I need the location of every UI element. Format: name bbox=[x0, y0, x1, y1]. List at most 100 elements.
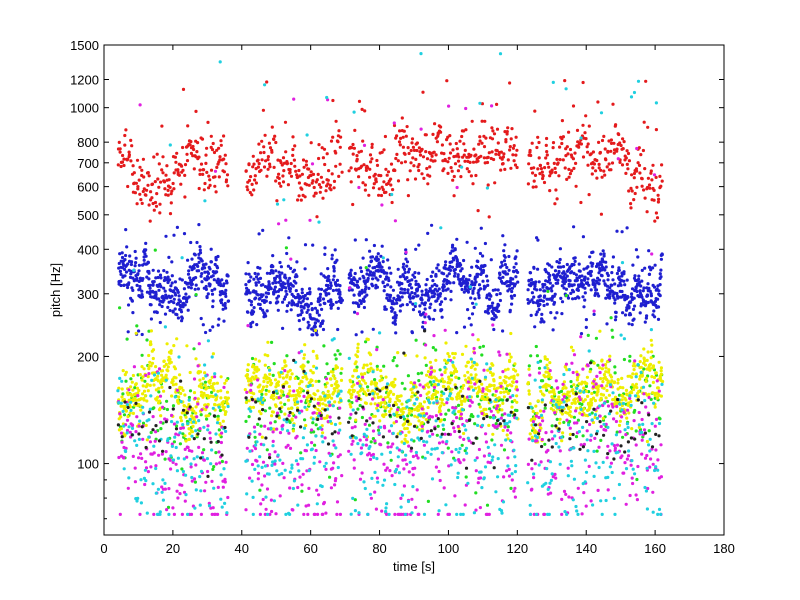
data-point bbox=[591, 166, 595, 170]
data-point bbox=[138, 373, 142, 377]
data-point bbox=[210, 148, 215, 152]
data-point bbox=[564, 287, 569, 291]
data-point bbox=[154, 292, 158, 296]
data-point bbox=[565, 392, 569, 397]
data-point bbox=[396, 159, 400, 163]
data-point bbox=[368, 153, 373, 157]
data-point bbox=[638, 360, 642, 364]
data-point bbox=[536, 399, 540, 403]
data-point bbox=[200, 451, 205, 455]
data-point bbox=[122, 283, 126, 287]
data-point bbox=[367, 193, 371, 197]
data-point bbox=[307, 402, 311, 407]
data-point bbox=[333, 483, 337, 487]
data-point bbox=[649, 169, 653, 173]
data-point bbox=[598, 260, 603, 264]
data-point bbox=[379, 369, 383, 373]
data-point bbox=[261, 283, 265, 287]
data-point bbox=[483, 241, 487, 246]
data-point bbox=[186, 445, 190, 450]
data-point bbox=[223, 301, 227, 306]
data-point bbox=[347, 449, 351, 453]
data-point bbox=[125, 337, 129, 341]
data-point bbox=[330, 383, 334, 388]
data-point bbox=[561, 158, 565, 162]
data-point bbox=[206, 414, 211, 418]
data-point bbox=[204, 480, 208, 484]
data-point bbox=[264, 392, 268, 396]
data-point bbox=[165, 407, 169, 412]
data-point bbox=[261, 108, 265, 112]
data-point bbox=[278, 260, 282, 265]
data-point bbox=[167, 487, 171, 491]
data-point bbox=[215, 381, 219, 385]
data-point bbox=[299, 313, 303, 317]
data-point bbox=[503, 255, 507, 259]
data-point bbox=[413, 177, 418, 181]
data-point bbox=[161, 405, 165, 409]
data-point bbox=[630, 323, 634, 327]
data-point bbox=[502, 448, 507, 452]
data-point bbox=[500, 264, 504, 268]
data-point bbox=[149, 465, 153, 469]
data-point bbox=[422, 176, 426, 180]
data-point bbox=[361, 366, 365, 370]
data-point bbox=[322, 147, 327, 151]
data-point bbox=[478, 345, 482, 349]
data-point bbox=[154, 430, 158, 434]
data-point bbox=[428, 380, 432, 384]
data-point bbox=[642, 188, 646, 192]
data-point bbox=[305, 377, 309, 381]
data-point bbox=[260, 392, 264, 396]
data-point bbox=[577, 262, 581, 266]
data-point bbox=[548, 189, 552, 193]
data-point bbox=[277, 172, 281, 176]
data-point bbox=[126, 303, 131, 307]
data-point bbox=[204, 161, 208, 165]
data-point bbox=[411, 273, 415, 277]
data-point bbox=[350, 393, 354, 397]
data-point bbox=[656, 317, 661, 321]
data-point bbox=[470, 265, 474, 269]
data-point bbox=[530, 435, 534, 439]
data-point bbox=[299, 451, 303, 455]
data-point bbox=[405, 276, 409, 280]
data-point bbox=[651, 163, 655, 167]
data-point bbox=[408, 296, 412, 300]
data-point bbox=[498, 277, 502, 281]
data-point bbox=[558, 421, 562, 425]
data-point bbox=[584, 114, 588, 118]
data-point bbox=[435, 140, 439, 144]
data-point bbox=[246, 363, 250, 367]
data-point bbox=[658, 417, 662, 421]
data-point bbox=[137, 269, 141, 273]
data-point bbox=[512, 265, 516, 269]
data-point bbox=[325, 381, 329, 385]
data-point bbox=[221, 419, 225, 423]
data-point bbox=[454, 141, 458, 146]
data-point bbox=[563, 79, 567, 83]
data-point bbox=[648, 186, 652, 190]
data-point bbox=[569, 380, 573, 384]
data-point bbox=[218, 158, 222, 162]
data-point bbox=[274, 281, 278, 285]
data-point bbox=[393, 377, 397, 381]
data-point bbox=[216, 512, 220, 517]
data-point bbox=[158, 211, 162, 215]
data-point bbox=[387, 429, 391, 433]
data-point bbox=[546, 289, 550, 293]
data-point bbox=[358, 403, 362, 408]
data-point bbox=[194, 276, 198, 280]
data-point bbox=[303, 195, 307, 199]
data-point bbox=[142, 389, 147, 393]
data-point bbox=[306, 512, 310, 517]
data-point bbox=[313, 325, 317, 329]
data-point bbox=[370, 145, 374, 149]
data-point bbox=[214, 190, 218, 194]
data-point bbox=[301, 158, 306, 162]
data-point bbox=[119, 427, 123, 431]
data-point bbox=[406, 288, 410, 292]
data-point bbox=[134, 398, 139, 402]
data-point bbox=[428, 165, 432, 169]
data-point bbox=[490, 150, 494, 154]
